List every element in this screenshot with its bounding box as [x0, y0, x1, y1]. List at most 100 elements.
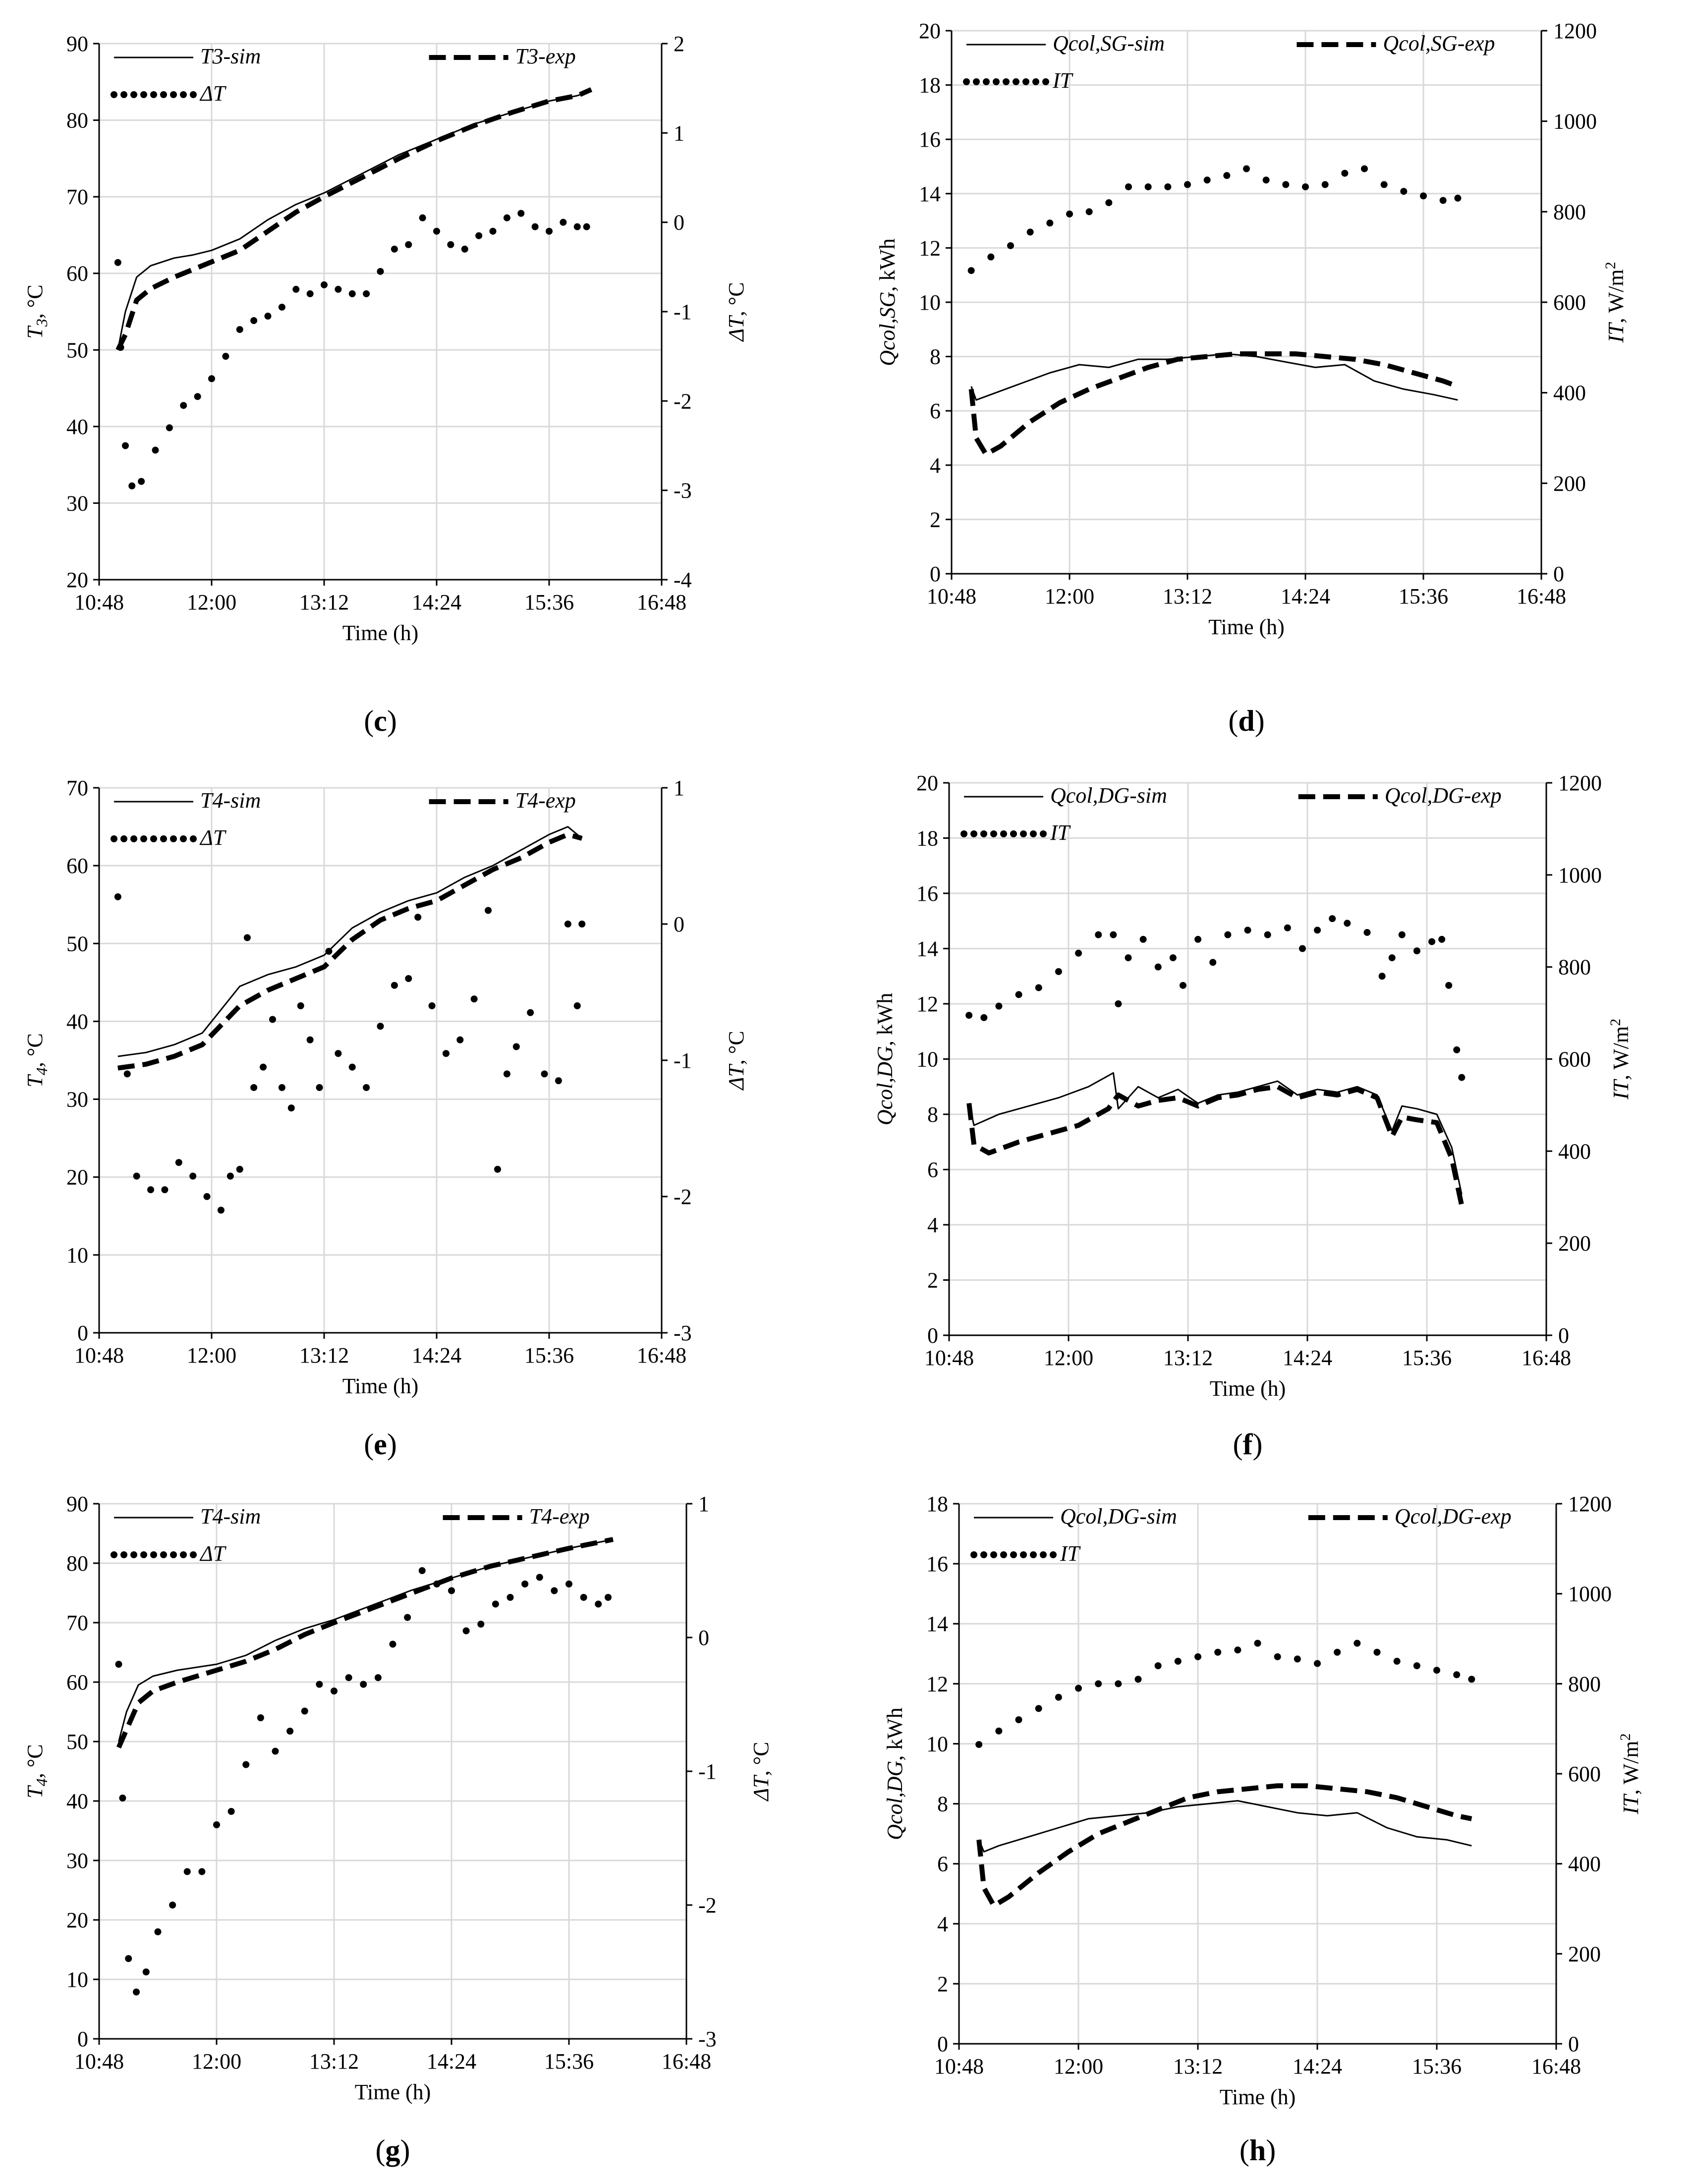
delta-t-point — [546, 227, 553, 235]
it-point — [995, 1727, 1003, 1735]
series-t3-sim-line — [117, 90, 592, 350]
x-tick-label: 12:00 — [1044, 1346, 1093, 1370]
delta-t-point — [456, 1036, 464, 1043]
it-point — [1284, 924, 1291, 931]
it-point — [1194, 935, 1202, 943]
it-point — [1214, 1648, 1222, 1656]
x-tick-label: 14:24 — [412, 1343, 461, 1367]
y2-tick-label: -3 — [674, 479, 692, 503]
legend-swatch-dot — [140, 91, 147, 98]
y-tick-label: 20 — [919, 19, 941, 43]
delta-t-point — [125, 1955, 132, 1962]
legend-swatch-dot — [120, 91, 127, 98]
y2-tick-label: -2 — [674, 389, 692, 413]
y-tick-label: 10 — [66, 1243, 88, 1267]
it-point — [1438, 935, 1446, 943]
delta-t-point — [389, 1640, 396, 1648]
delta-t-point — [360, 1681, 367, 1688]
series-qcol-sg-exp-line — [968, 351, 1459, 457]
it-point — [1282, 181, 1290, 188]
delta-t-point — [114, 893, 121, 900]
series-t4-sim-line — [117, 826, 583, 1057]
y2-tick-label: 600 — [1568, 1762, 1601, 1786]
x-axis-label: Time (h) — [355, 2080, 431, 2104]
y2-tick-label: 1 — [674, 121, 684, 145]
it-point — [1314, 1660, 1321, 1667]
y-tick-label: 12 — [916, 992, 938, 1016]
delta-t-point — [236, 326, 243, 333]
delta-t-point — [405, 975, 412, 982]
delta-t-point — [222, 353, 229, 360]
legend-swatch-dot — [980, 1551, 987, 1558]
delta-t-point — [133, 1172, 140, 1180]
it-point — [1298, 945, 1306, 952]
legend-label: T3-exp — [515, 44, 576, 68]
y2-tick-label: 2 — [674, 32, 684, 56]
y2-tick-label: -1 — [674, 1048, 692, 1073]
delta-t-point — [287, 1104, 295, 1112]
legend: T4-sim T4-exp ΔT — [111, 1504, 590, 1566]
delta-t-point — [564, 921, 571, 928]
it-point — [1125, 954, 1132, 962]
it-point — [1015, 991, 1022, 998]
legend-swatch-dot — [150, 91, 157, 98]
delta-t-point — [154, 1928, 162, 1935]
it-point — [1468, 1676, 1475, 1683]
it-point — [1026, 228, 1034, 236]
it-point — [1169, 954, 1177, 962]
y-tick-label: 20 — [66, 1908, 88, 1932]
legend-swatch-dot — [160, 1551, 167, 1558]
legend-swatch-dot — [960, 830, 967, 837]
y2-tick-label: 600 — [1553, 290, 1586, 315]
y-tick-label: 70 — [66, 776, 88, 800]
delta-t-point — [243, 934, 251, 941]
delta-t-point — [194, 393, 201, 400]
y-tick-label: 0 — [927, 1323, 938, 1348]
delta-t-point — [492, 1600, 499, 1608]
delta-t-point — [236, 1166, 243, 1173]
x-tick-label: 13:12 — [299, 1343, 349, 1367]
it-point — [1184, 181, 1191, 188]
legend-swatch-dot — [140, 835, 147, 842]
delta-t-point — [447, 241, 454, 248]
y-tick-label: 14 — [916, 937, 938, 961]
delta-t-point — [213, 1821, 220, 1828]
delta-t-point — [133, 1988, 140, 1996]
it-point — [1454, 194, 1462, 202]
it-point — [1329, 915, 1336, 923]
y2-tick-label: 1200 — [1553, 19, 1597, 43]
delta-t-point — [433, 1581, 441, 1587]
it-point — [1115, 1680, 1122, 1688]
y-tick-label: 30 — [66, 1849, 88, 1873]
delta-t-point — [166, 424, 173, 432]
legend-label: ΔT — [199, 81, 227, 106]
legend-swatch-dot — [180, 835, 187, 842]
delta-t-point — [461, 245, 468, 253]
y-tick-label: 0 — [937, 2032, 948, 2056]
it-point — [1154, 963, 1162, 971]
it-point — [1125, 183, 1132, 191]
delta-t-point — [414, 914, 422, 921]
legend-swatch-dot — [1050, 1551, 1057, 1558]
delta-t-point — [278, 1084, 285, 1091]
y-axis-label: T3, °C — [23, 284, 51, 338]
y-axis-label: T4, °C — [23, 1033, 51, 1087]
delta-t-point — [391, 245, 398, 253]
legend: Qcol,SG-sim Qcol,SG-exp IT — [963, 31, 1495, 93]
series-t3-exp-line — [115, 87, 593, 351]
delta-t-point — [555, 1077, 562, 1085]
it-point — [1428, 938, 1436, 945]
y2-tick-label: -2 — [698, 1893, 717, 1917]
delta-t-point — [374, 1674, 382, 1681]
y-tick-label: 60 — [66, 1670, 88, 1694]
x-tick-label: 15:36 — [524, 1343, 574, 1367]
it-point — [1354, 1639, 1361, 1647]
y-tick-label: 8 — [927, 1102, 938, 1127]
it-point — [1035, 984, 1042, 991]
y-tick-label: 10 — [916, 1047, 938, 1072]
legend-swatch-dot — [970, 830, 977, 837]
delta-t-point — [363, 290, 370, 297]
delta-t-point — [321, 281, 328, 288]
y2-tick-label: -3 — [698, 2027, 717, 2051]
